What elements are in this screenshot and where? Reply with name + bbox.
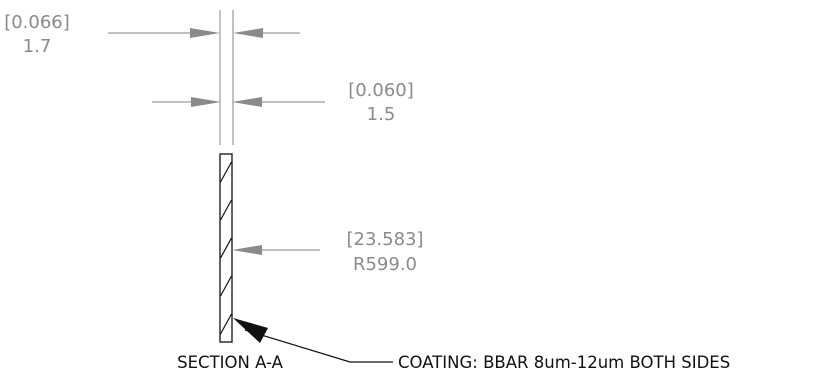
dimension-surface-radius-metric: R599.0 — [353, 254, 417, 275]
dimension-edge-thickness-inch: [0.060] — [348, 80, 414, 101]
dimension-edge-thickness: [0.060] 1.5 — [152, 80, 414, 125]
arrowhead-icon — [191, 97, 221, 107]
callout-leader-line — [244, 329, 393, 363]
hatch-line — [219, 161, 233, 183]
dimension-edge-thickness-metric: 1.5 — [367, 104, 396, 125]
hatch-line — [219, 313, 233, 335]
dimension-surface-radius-inch: [23.583] — [346, 229, 423, 250]
coating-note: COATING: BBAR 8um-12um BOTH SIDES — [398, 353, 730, 372]
dimension-overall-thickness-inch: [0.066] — [4, 12, 70, 33]
arrowhead-icon — [232, 97, 262, 107]
hatch-line — [219, 275, 233, 297]
coating-callout: COATING: BBAR 8um-12um BOTH SIDES — [233, 318, 730, 372]
dimension-overall-thickness-metric: 1.7 — [23, 36, 52, 57]
hatch-line — [219, 199, 233, 221]
hatch-line — [219, 237, 233, 259]
arrowhead-icon — [233, 318, 268, 343]
arrowhead-icon — [232, 245, 262, 255]
section-label: SECTION A-A — [177, 353, 283, 372]
lens-section — [219, 153, 233, 343]
dimension-surface-radius: [23.583] R599.0 — [232, 229, 424, 275]
arrowhead-icon — [190, 28, 220, 38]
dimension-overall-thickness: [0.066] 1.7 — [4, 10, 300, 145]
arrowhead-icon — [233, 28, 263, 38]
